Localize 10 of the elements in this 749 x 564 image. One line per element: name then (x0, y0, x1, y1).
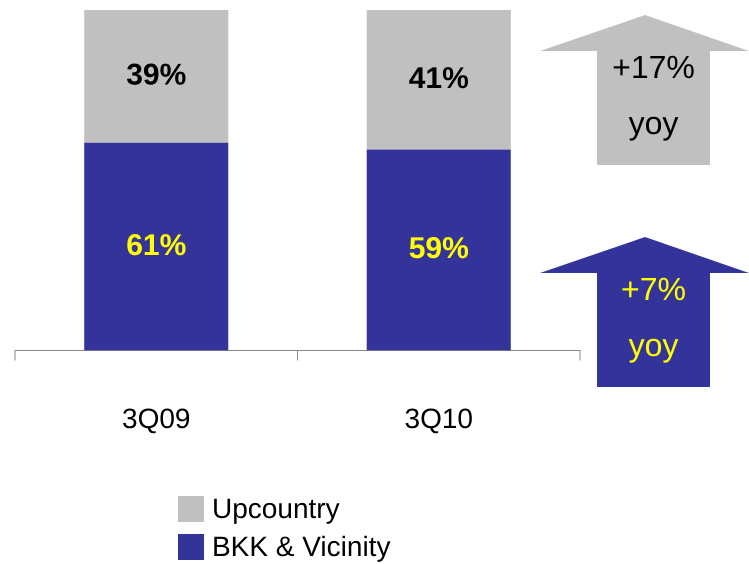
data-label: 61% (126, 228, 186, 262)
data-label: 39% (126, 58, 186, 92)
data-label: 59% (408, 232, 469, 266)
text: +17% yoy (611, 48, 696, 143)
legend-label: Upcountry (212, 493, 340, 525)
x-tick-label: 3Q10 (404, 402, 473, 434)
data-label: 41% (408, 62, 469, 96)
x-tick-label: 3Q09 (122, 402, 190, 434)
legend-label: BKK & Vicinity (212, 531, 390, 563)
text: +7% yoy (620, 270, 687, 365)
